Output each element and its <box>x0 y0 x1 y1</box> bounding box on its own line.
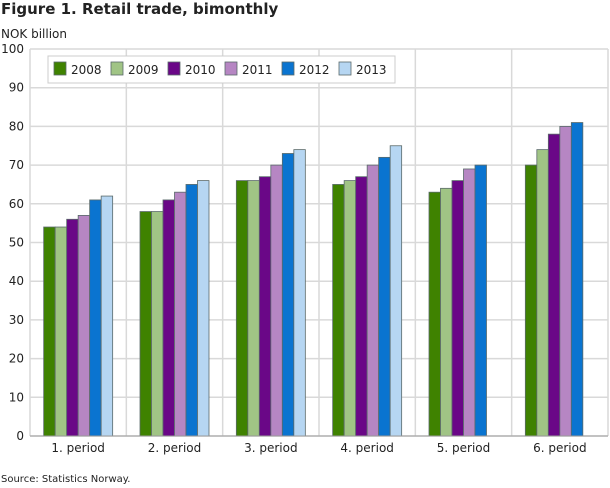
legend <box>47 55 396 84</box>
chart-title: Figure 1. Retail trade, bimonthly <box>1 0 279 18</box>
y-tick-label: 70 <box>9 158 24 172</box>
x-tick-label: 3. period <box>244 441 298 455</box>
legend-label: 2011 <box>242 63 273 77</box>
bar-2011 <box>77 215 91 437</box>
legend-label: 2013 <box>356 63 387 77</box>
y-tick-label: 20 <box>9 352 24 366</box>
x-tick-label: 5. period <box>437 441 491 455</box>
x-tick-label: 6. period <box>533 441 587 455</box>
bar-2009 <box>151 211 164 437</box>
bar-2008 <box>428 191 441 437</box>
bar-2011 <box>270 164 283 437</box>
bar-2010 <box>258 176 272 437</box>
bar-2009 <box>536 149 549 437</box>
legend-label: 2010 <box>185 63 216 77</box>
bar-2010 <box>547 133 561 437</box>
x-tick-label: 1. period <box>51 441 105 455</box>
source-note: Source: Statistics Norway. <box>1 474 131 485</box>
y-tick-label: 40 <box>9 274 24 288</box>
bar-2013 <box>389 145 403 437</box>
bar-2011 <box>174 191 187 437</box>
legend-swatch-2013 <box>338 61 352 76</box>
bar-2012 <box>570 122 584 437</box>
bar-2008 <box>139 211 152 437</box>
y-tick-label: 100 <box>1 42 24 56</box>
legend-swatch-2009 <box>110 61 124 76</box>
bar-2010 <box>66 218 79 437</box>
bar-2013 <box>293 149 306 437</box>
y-tick-label: 0 <box>16 429 24 443</box>
bar-2012 <box>378 156 391 437</box>
bar-2012 <box>474 164 487 437</box>
bar-2010 <box>162 199 175 437</box>
legend-label: 2008 <box>71 63 102 77</box>
bar-2011 <box>559 126 572 437</box>
bar-2013 <box>197 180 210 437</box>
bar-2012 <box>89 199 102 437</box>
legend-label: 2012 <box>299 63 330 77</box>
bar-2009 <box>440 187 453 437</box>
bar-2008 <box>235 180 249 437</box>
y-tick-label: 60 <box>9 197 24 211</box>
x-tick-label: 4. period <box>340 441 394 455</box>
x-tick-label: 2. period <box>148 441 202 455</box>
bar-2010 <box>451 180 464 437</box>
legend-swatch-2011 <box>224 61 238 76</box>
y-axis-label: NOK billion <box>1 27 68 41</box>
y-tick-label: 90 <box>9 81 24 95</box>
y-tick-label: 30 <box>9 313 24 327</box>
legend-swatch-2012 <box>281 61 295 76</box>
bar-2012 <box>281 153 295 437</box>
y-tick-label: 50 <box>9 236 24 250</box>
legend-swatch-2008 <box>53 61 67 76</box>
y-tick-label: 10 <box>9 390 24 404</box>
bar-2011 <box>463 168 476 437</box>
bar-2011 <box>366 164 380 437</box>
bar-2008 <box>332 184 345 437</box>
legend-label: 2009 <box>128 63 159 77</box>
bar-2009 <box>343 180 357 437</box>
bar-2008 <box>524 164 538 437</box>
bar-2008 <box>43 226 56 437</box>
bar-2012 <box>185 184 198 437</box>
bar-2013 <box>100 195 114 437</box>
bar-2009 <box>247 180 260 437</box>
bar-2010 <box>355 176 368 437</box>
y-tick-label: 80 <box>9 119 24 133</box>
legend-swatch-2010 <box>167 61 181 76</box>
bar-2009 <box>54 226 68 437</box>
